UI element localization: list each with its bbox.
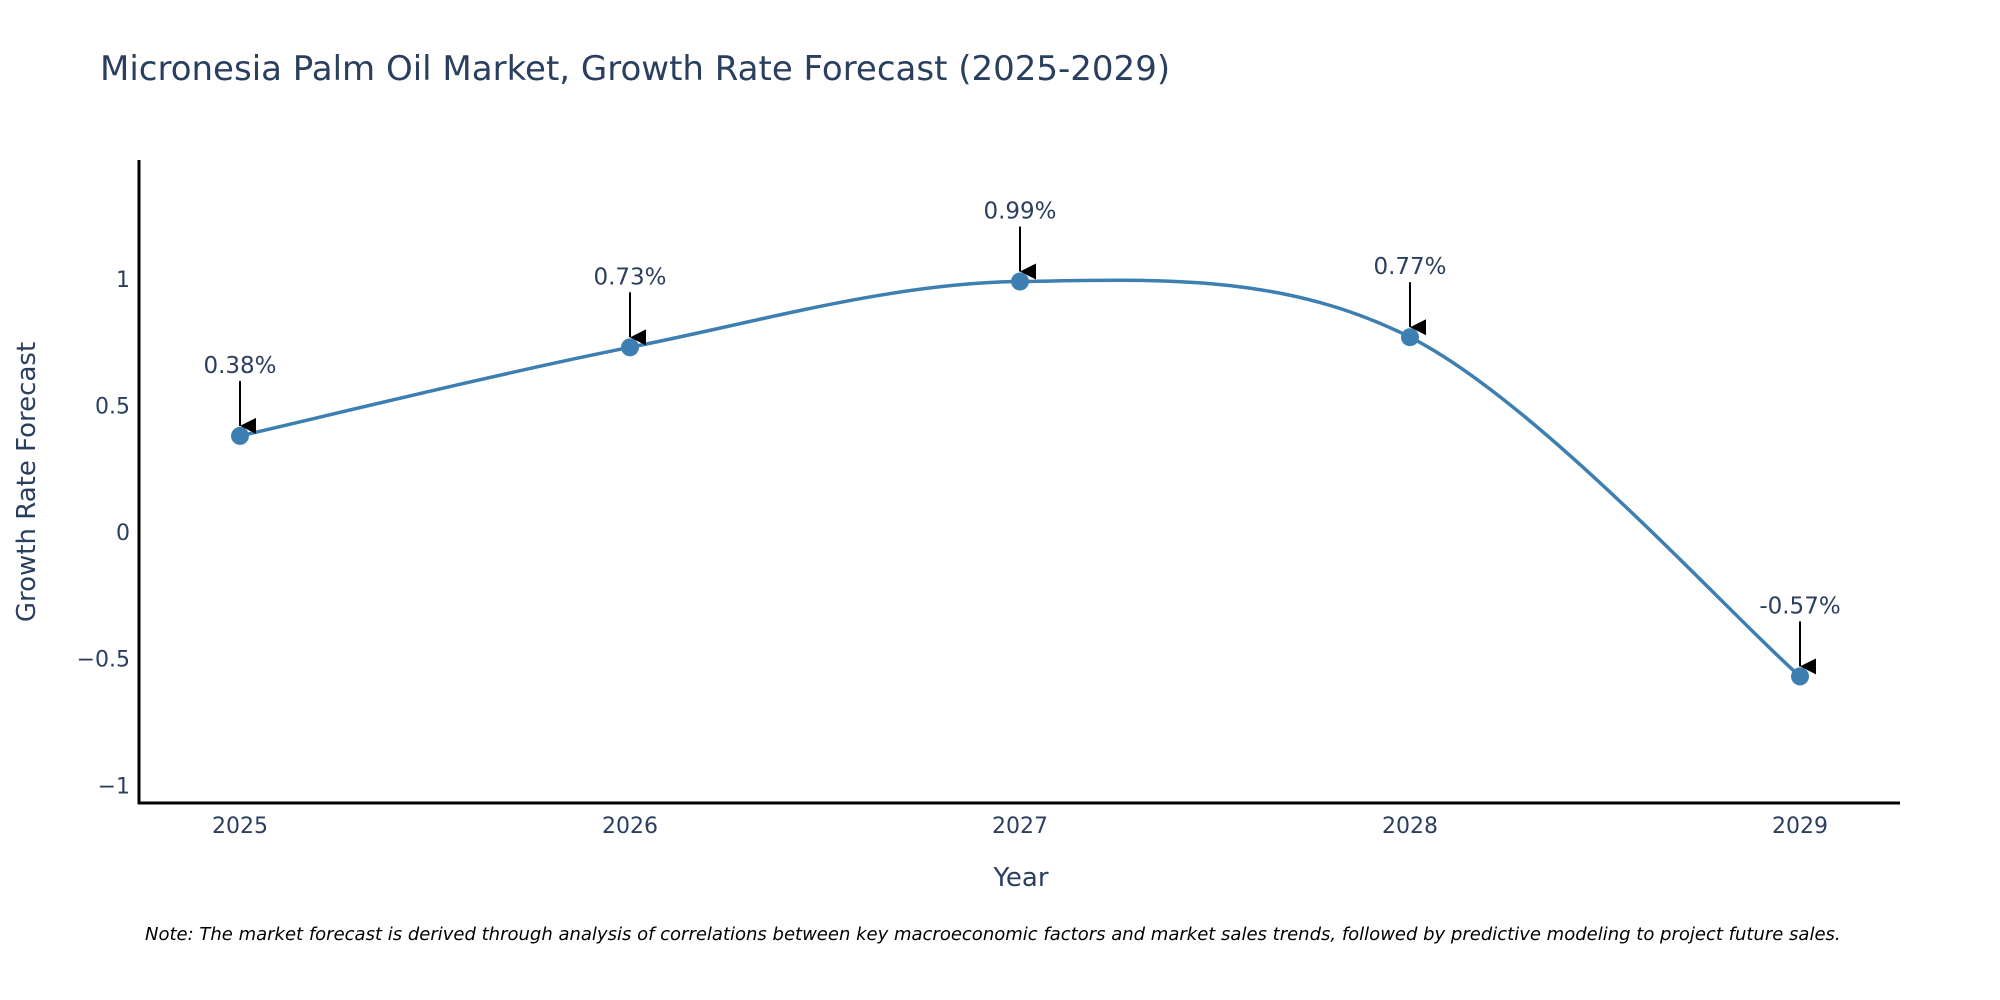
x-tick-label: 2028: [1382, 814, 1438, 839]
data-point-2027[interactable]: [1011, 272, 1029, 291]
data-annotations: 0.38% 0.73% 0.99% 0.77% -0.57%: [203, 199, 1841, 675]
chart-note: Note: The market forecast is derived thr…: [145, 924, 1841, 945]
x-axis-title: Year: [992, 863, 1048, 893]
data-point-2026[interactable]: [621, 338, 639, 357]
x-tick-label: 2025: [212, 814, 268, 839]
y-tick-label: 0.5: [95, 395, 130, 420]
data-label-2029: -0.57%: [1759, 593, 1840, 619]
series-line: [239, 278, 1802, 678]
x-tick-label: 2026: [602, 814, 658, 839]
y-tick-label: 0: [116, 521, 130, 546]
data-point-2025[interactable]: [231, 426, 249, 445]
data-label-2027: 0.99%: [983, 199, 1056, 225]
data-label-2025: 0.38%: [203, 353, 276, 379]
y-tick-label: 1: [116, 268, 130, 293]
data-label-2026: 0.73%: [593, 264, 666, 290]
y-axis-ticks: −1 −0.5 0 0.5 1: [77, 268, 130, 799]
x-tick-label: 2027: [992, 814, 1048, 839]
series-line-group: [239, 278, 1802, 678]
x-tick-label: 2029: [1772, 814, 1828, 839]
data-label-2028: 0.77%: [1373, 254, 1446, 280]
x-axis-ticks: 2025 2026 2027 2028 2029: [212, 814, 1828, 839]
y-tick-label: −1: [98, 774, 130, 799]
data-point-2028[interactable]: [1401, 328, 1419, 347]
y-axis-title: Growth Rate Forecast: [12, 342, 42, 622]
data-points: [231, 272, 1809, 686]
data-point-2029[interactable]: [1791, 667, 1809, 686]
y-tick-label: −0.5: [77, 648, 130, 673]
chart-title: Micronesia Palm Oil Market, Growth Rate …: [100, 49, 1170, 89]
